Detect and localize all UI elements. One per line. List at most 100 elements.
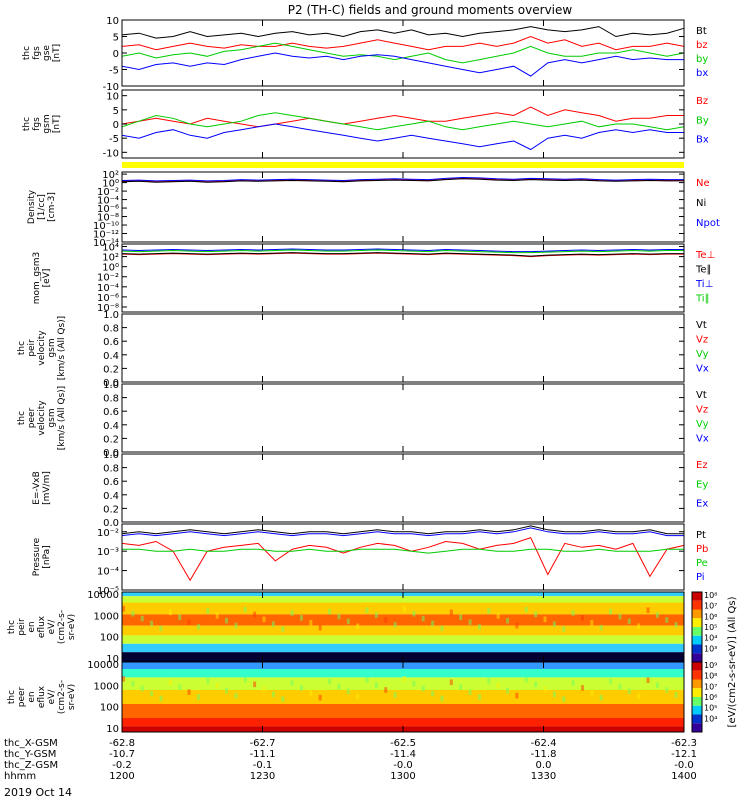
date-label: 2019 Oct 14 (4, 786, 72, 799)
fgs_gsm-series-Bx (121, 123, 684, 151)
peer_eflux-ylabel: thc (7, 690, 17, 704)
peer_eflux-streak (562, 696, 566, 702)
peer_eflux-streak (309, 690, 313, 696)
peir_eflux-colorbar-seg (692, 644, 702, 654)
peir_eflux-ylabel: (cm2-s- (57, 610, 67, 644)
peer_eflux-streak (468, 689, 472, 695)
density-ytick-label: 10² (102, 170, 119, 181)
peer_eflux-streak (646, 677, 650, 683)
peer_eflux-ytick-label: 10 (106, 724, 119, 735)
peir_eflux-colorbar-label: 10⁴ (704, 634, 717, 643)
pressure-series-Pt (121, 525, 684, 535)
temperature-legend-Te∥: Te∥ (695, 265, 712, 276)
peer_eflux-band (122, 690, 684, 704)
xaxis-row-label: thc_Z-GSM (4, 760, 58, 771)
pressure-ytick-label: 10⁻⁴ (97, 567, 119, 578)
peer_eflux-streak (496, 683, 500, 689)
peir_eflux-streak (356, 623, 360, 630)
peir_eflux-colorbar-seg (692, 635, 702, 645)
fgs_gsm-legend-Bx: Bx (696, 135, 709, 146)
density-legend-Ne: Ne (696, 178, 710, 189)
peir_eflux-streak (515, 622, 519, 629)
pressure-legend-Pb: Pb (696, 544, 708, 555)
peir_eflux-streak (609, 608, 613, 615)
xaxis-row-value: -0.2 (112, 760, 132, 771)
peir_eflux-colorbar-label: 10⁵ (704, 623, 717, 632)
xaxis-row-value: 1330 (531, 771, 556, 782)
peer_eflux-colorbar-seg (692, 697, 702, 706)
peer_velocity-frame (121, 383, 685, 453)
fgs_gse-legend-bx: bx (696, 68, 708, 79)
peer_eflux-streak (506, 687, 510, 694)
peir_eflux-colorbar-seg (692, 653, 702, 662)
xaxis-row-value: 1230 (250, 771, 275, 782)
peir_velocity-frame (121, 313, 685, 383)
peer_eflux-ylabel: peer (17, 686, 27, 707)
peer_eflux-streak (168, 679, 172, 686)
temperature-ylabel: [eV] (42, 269, 52, 288)
peer_eflux-streak (674, 692, 678, 698)
peer_eflux-streak (384, 687, 388, 693)
peer_eflux-streak (477, 694, 481, 700)
efield-ytick-label: 0.8 (103, 464, 119, 475)
temperature-ytick-label: 10⁻² (97, 273, 119, 284)
quality-flag-bar (122, 162, 684, 168)
fgs_gse-ylabel: thc (22, 46, 32, 60)
peir_eflux-streak (646, 607, 650, 613)
peir_eflux-band (122, 596, 684, 603)
peer_eflux-streak (318, 694, 322, 701)
peir_eflux-streak (552, 621, 556, 627)
peer_eflux-streak (459, 684, 463, 690)
peer_eflux-streak (655, 682, 659, 688)
peer_eflux-streak (253, 681, 257, 688)
fgs_gse-series-bz (121, 35, 685, 51)
peer_velocity-ytick-label: 0.4 (103, 421, 119, 432)
peer_eflux-streak (178, 684, 182, 690)
efield-legend-Ez: Ez (696, 460, 708, 471)
peir_velocity-ytick-label: 0.8 (103, 324, 119, 335)
xaxis-row-label: thc_Y-GSM (4, 749, 56, 760)
peir_eflux-streak (440, 625, 444, 632)
peer_eflux-streak (431, 690, 435, 697)
efield-ytick-label: 0.0 (103, 518, 119, 529)
peer_eflux-streak (627, 688, 631, 695)
xaxis-row-value: -0.0 (674, 760, 694, 771)
peer_eflux-streak (580, 685, 584, 691)
peer_eflux-streak (356, 693, 360, 700)
density-ytick-label: 10⁻¹⁰ (93, 221, 119, 232)
peir_eflux-ytick-label: 1000 (94, 611, 119, 622)
peir_eflux-streak (449, 609, 453, 616)
efield-ytick-label: 0.2 (103, 504, 119, 515)
pressure-ylabel: Pressure (32, 537, 42, 576)
fgs_gsm-frame (121, 89, 685, 159)
fgs_gse-ylabel: [nT] (52, 44, 62, 62)
peir_eflux-streak (290, 610, 294, 616)
peer_velocity-ylabel: gsm (47, 408, 57, 427)
peir_eflux-streak (506, 617, 510, 624)
peir_velocity-legend-Vy: Vy (696, 349, 709, 360)
efield-ylabel: E=-VxB (32, 471, 42, 505)
peer_eflux-colorbar-seg (692, 688, 702, 697)
peer_velocity-ylabel: peer (27, 407, 37, 428)
density-ytick-label: 10⁻² (97, 187, 119, 198)
fgs_gse-ytick-label: 10 (106, 16, 119, 27)
peer_eflux-ytick-label: 10000 (87, 660, 119, 671)
peer_eflux-streak (281, 696, 285, 702)
peir_eflux-streak (168, 609, 172, 616)
peir_eflux-ylabel: peir (17, 618, 27, 636)
xaxis-row-value: -62.5 (390, 738, 416, 749)
peir_eflux-streak (403, 606, 406, 612)
peer_eflux-streak (159, 695, 163, 702)
fgs_gsm-ytick-label: 5 (113, 106, 119, 117)
peir_velocity-ylabel: gsm (47, 338, 57, 357)
efield-ylabel: [mV/m] (42, 471, 52, 505)
xaxis-row-value: 1200 (109, 771, 134, 782)
temperature-series-Te∥ (121, 252, 684, 257)
xaxis-row-value: -10.7 (109, 749, 135, 760)
peir_eflux-ylabel: eV/ (47, 619, 57, 635)
peir_eflux-ylabel: en (27, 621, 37, 632)
peer_eflux-ylabel: (cm2-s- (57, 680, 67, 714)
peir_eflux-streak (496, 613, 500, 619)
peir_eflux-colorbar-seg (692, 627, 702, 636)
